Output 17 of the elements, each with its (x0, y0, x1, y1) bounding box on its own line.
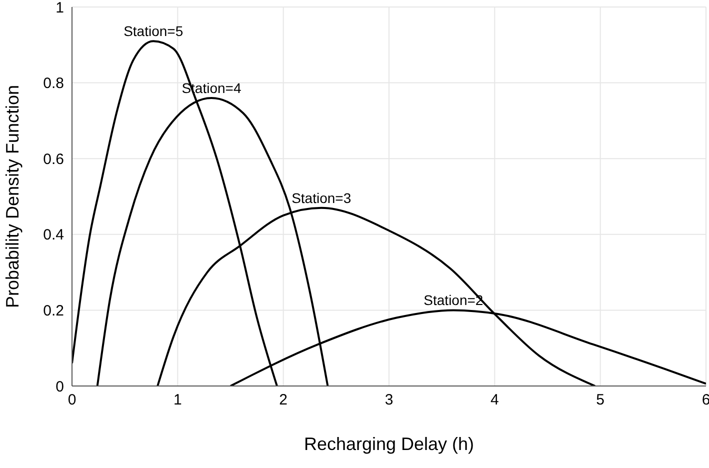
y-tick-label: 0 (56, 378, 64, 396)
y-axis-title: Probability Density Function (2, 84, 22, 308)
x-tick-label: 1 (173, 392, 182, 409)
y-tick-label: 0.2 (43, 302, 64, 320)
y-tick-label: 0.8 (43, 75, 64, 92)
series-label: Station=5 (124, 23, 184, 40)
x-axis-title: Recharging Delay (h) (304, 434, 474, 454)
y-tick-label: 1 (56, 0, 64, 16)
series-label: Station=3 (292, 190, 352, 206)
x-tick-label: 0 (68, 392, 76, 409)
x-tick-label: 3 (384, 392, 394, 409)
series-label: Station=2 (424, 292, 484, 308)
y-tick-label: 0.6 (43, 150, 64, 168)
x-tick-label: 2 (279, 392, 288, 409)
x-tick-label: 5 (596, 392, 605, 409)
x-tick-label: 4 (490, 392, 499, 409)
y-tick-label: 0.4 (43, 226, 64, 244)
